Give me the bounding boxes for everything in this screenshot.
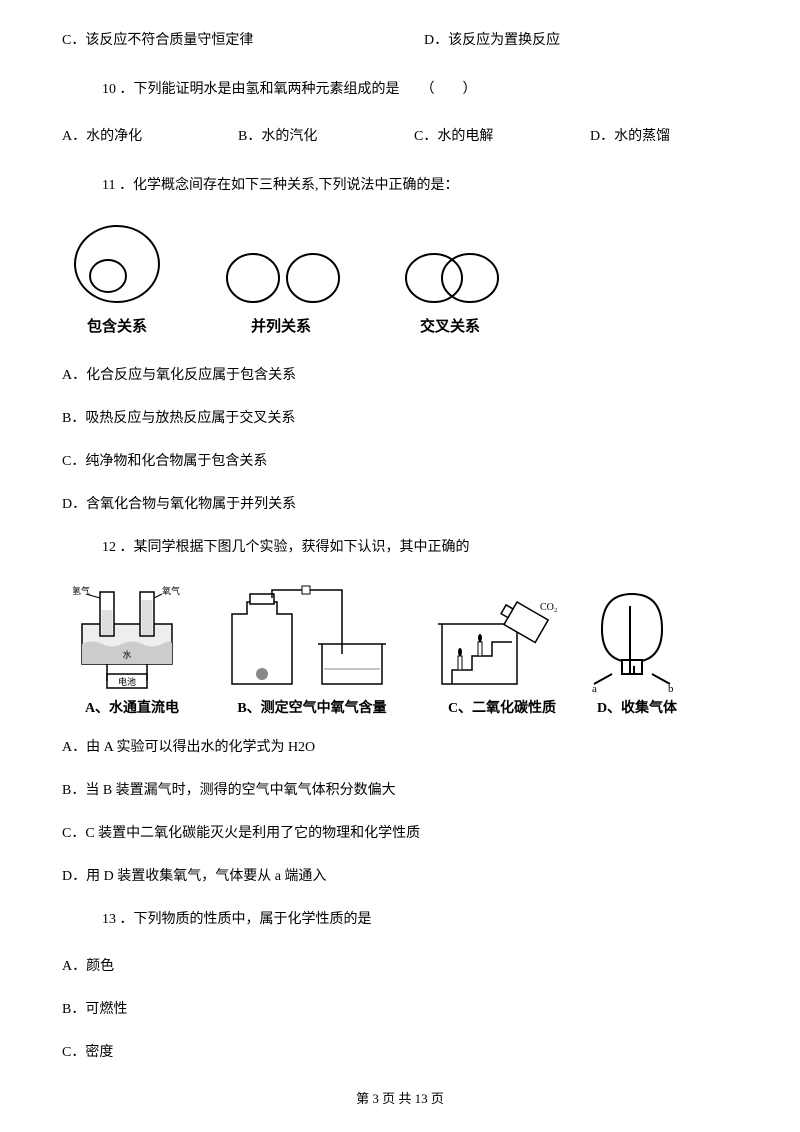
q11-stem: 11 ．化学概念间存在如下三种关系,下列说法中正确的是： [102,175,738,196]
option-c: C．该反应不符合质量守恒定律 [62,30,424,51]
q11-diagram-cross: 交叉关系 [390,222,510,339]
q11-label-include: 包含关系 [62,316,172,339]
q12-exp-a: 电池 氢气 氧气 水 A、水通直流电 [62,584,202,719]
q13-option-b: B．可燃性 [62,999,738,1020]
prev-question-options-cd: C．该反应不符合质量守恒定律 D．该反应为置换反应 [62,30,738,51]
q11-option-c: C．纯净物和化合物属于包含关系 [62,451,738,472]
q12-option-a: A．由 A 实验可以得出水的化学式为 H2O [62,737,738,758]
q10-option-b: B．水的汽化 [238,126,414,147]
electrolysis-icon: 电池 氢气 氧气 水 [62,584,192,694]
svg-text:电池: 电池 [118,676,136,687]
q11-diagram-parallel: 并列关系 [216,222,346,339]
oxygen-content-icon [202,584,412,694]
q10-stem: 10 ．下列能证明水是由氢和氧两种元素组成的是 （ ） [102,79,738,100]
q12-option-d: D．用 D 装置收集氧气，气体要从 a 端通入 [62,866,738,887]
co2-property-icon: CO₂ [422,584,572,694]
q12-exp-d: a b D、收集气体 [582,584,692,719]
page-footer: 第 3 页 共 13 页 [0,1089,800,1109]
include-relation-icon [62,222,172,310]
q12-label-c: C、二氧化碳性质 [422,698,582,719]
q12-experiment-figure: 电池 氢气 氧气 水 A、水通直流电 [62,584,738,719]
q12-label-d: D、收集气体 [582,698,692,719]
q12-exp-c: CO₂ C、二氧化碳性质 [422,584,582,719]
q10-option-c: C．水的电解 [414,126,590,147]
q11-option-a: A．化合反应与氧化反应属于包含关系 [62,365,738,386]
q10-options: A．水的净化 B．水的汽化 C．水的电解 D．水的蒸馏 [62,126,738,147]
parallel-relation-icon [216,222,346,310]
svg-text:氧气: 氧气 [162,585,180,596]
q12-stem: 12 ．某同学根据下图几个实验，获得如下认识，其中正确的 [102,537,738,558]
footer-mid: 页 共 [379,1091,415,1106]
svg-text:CO₂: CO₂ [540,602,557,613]
footer-total: 13 [415,1091,428,1106]
q13-option-c: C．密度 [62,1042,738,1063]
q11-diagram-include: 包含关系 [62,222,172,339]
q12-option-c: C．C 装置中二氧化碳能灭火是利用了它的物理和化学性质 [62,823,738,844]
footer-right: 页 [428,1091,444,1106]
cross-relation-icon [390,222,510,310]
svg-text:a: a [592,683,597,694]
gas-collection-icon: a b [582,584,682,694]
q11-label-cross: 交叉关系 [390,316,510,339]
q11-option-b: B．吸热反应与放热反应属于交叉关系 [62,408,738,429]
q13-option-a: A．颜色 [62,956,738,977]
q12-label-a: A、水通直流电 [62,698,202,719]
q13-stem: 13 ．下列物质的性质中，属于化学性质的是 [102,909,738,930]
q10-option-a: A．水的净化 [62,126,238,147]
q11-option-d: D．含氧化合物与氧化物属于并列关系 [62,494,738,515]
q11-diagram-row: 包含关系 并列关系 交叉关系 [62,222,738,339]
option-d: D．该反应为置换反应 [424,30,560,51]
q12-option-b: B．当 B 装置漏气时，测得的空气中氧气体积分数偏大 [62,780,738,801]
q10-option-d: D．水的蒸馏 [590,126,670,147]
svg-text:b: b [668,683,674,694]
q11-label-parallel: 并列关系 [216,316,346,339]
q12-exp-b: B、测定空气中氧气含量 [202,584,422,719]
footer-left: 第 [356,1091,372,1106]
q12-label-b: B、测定空气中氧气含量 [202,698,422,719]
svg-text:水: 水 [122,649,131,660]
